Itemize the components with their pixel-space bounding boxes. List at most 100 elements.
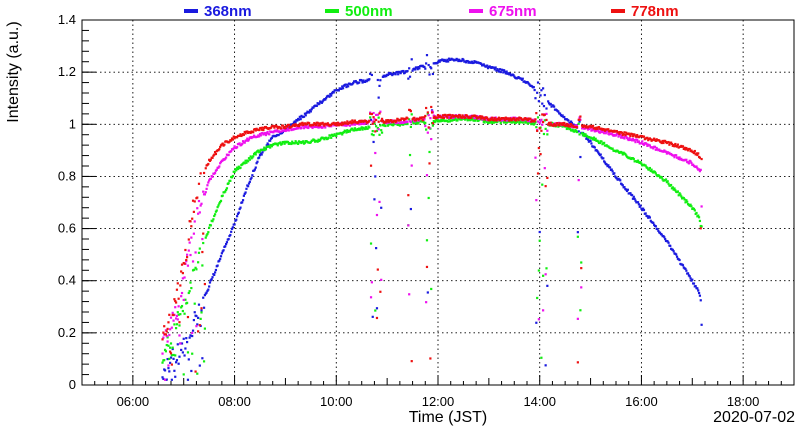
data-point <box>190 369 193 373</box>
data-point <box>230 230 233 233</box>
data-point <box>536 91 539 94</box>
data-point <box>187 358 190 361</box>
data-point <box>625 136 629 139</box>
data-point <box>247 185 250 188</box>
data-point <box>543 93 546 97</box>
data-point <box>219 145 222 149</box>
data-point <box>332 91 335 94</box>
data-point <box>504 116 507 119</box>
data-point <box>394 73 397 76</box>
data-point <box>330 92 334 95</box>
data-point <box>593 138 596 142</box>
data-point <box>240 143 243 147</box>
data-point <box>282 140 285 144</box>
data-point <box>427 114 430 117</box>
data-point <box>653 223 656 226</box>
data-point <box>553 105 556 108</box>
data-point <box>494 66 497 69</box>
data-point <box>675 255 679 258</box>
data-point <box>278 125 281 129</box>
y-tick-label: 0.2 <box>58 325 76 340</box>
data-point <box>262 148 265 152</box>
data-point <box>664 237 667 241</box>
data-point <box>201 264 204 267</box>
data-point <box>297 124 301 128</box>
data-point <box>654 172 657 175</box>
data-point <box>165 334 168 338</box>
data-point <box>199 204 202 207</box>
data-point <box>230 176 234 179</box>
data-point <box>163 325 166 328</box>
data-point <box>625 154 628 157</box>
data-point <box>201 357 204 360</box>
data-point <box>441 116 444 119</box>
data-point <box>248 158 251 161</box>
data-point <box>687 162 690 165</box>
data-point <box>186 315 190 319</box>
data-point <box>513 117 516 120</box>
data-point <box>176 282 179 285</box>
data-point <box>299 118 302 121</box>
data-point <box>614 134 618 137</box>
data-point <box>415 121 418 124</box>
data-point <box>208 159 212 163</box>
data-point <box>268 133 271 136</box>
data-point <box>623 137 626 140</box>
data-point <box>247 182 251 185</box>
data-point <box>542 132 546 136</box>
data-point <box>409 120 412 124</box>
data-point <box>534 156 537 159</box>
data-point <box>245 187 248 190</box>
data-point <box>660 141 663 145</box>
data-point <box>386 121 389 124</box>
data-point <box>308 122 311 125</box>
data-point <box>218 259 221 262</box>
data-point <box>586 138 590 141</box>
data-point <box>174 327 178 330</box>
data-point <box>482 117 485 120</box>
data-point <box>561 122 564 125</box>
data-point <box>547 100 550 103</box>
data-point <box>636 138 639 142</box>
data-point <box>597 126 601 129</box>
data-point <box>642 208 646 212</box>
data-point <box>180 342 184 345</box>
data-point <box>201 237 204 241</box>
data-point <box>634 199 637 202</box>
data-point <box>245 139 248 142</box>
data-point <box>375 118 378 122</box>
data-point <box>175 314 179 318</box>
data-point <box>653 171 657 174</box>
data-point <box>254 129 257 132</box>
data-point <box>364 80 367 84</box>
data-point <box>171 347 174 351</box>
data-point <box>425 301 428 304</box>
data-point <box>181 351 184 354</box>
data-point <box>477 117 480 120</box>
data-point <box>618 132 621 135</box>
data-point <box>264 148 268 151</box>
data-point <box>258 150 262 153</box>
data-point <box>228 140 231 143</box>
data-point <box>597 152 601 155</box>
data-point <box>169 352 173 355</box>
data-point <box>480 117 483 120</box>
data-point <box>270 145 273 148</box>
data-point <box>247 139 250 142</box>
data-point <box>544 273 547 276</box>
data-point <box>668 151 671 154</box>
data-point <box>499 70 502 74</box>
data-point <box>239 206 242 209</box>
data-point <box>576 317 579 320</box>
data-point <box>370 133 373 136</box>
data-point <box>548 124 551 127</box>
data-point <box>376 113 379 116</box>
data-point <box>172 353 175 357</box>
data-point <box>369 111 372 114</box>
data-point <box>623 131 626 134</box>
data-point <box>397 73 400 76</box>
data-point <box>678 258 681 262</box>
data-point <box>317 124 320 127</box>
data-point <box>603 141 606 144</box>
data-point <box>678 156 681 159</box>
